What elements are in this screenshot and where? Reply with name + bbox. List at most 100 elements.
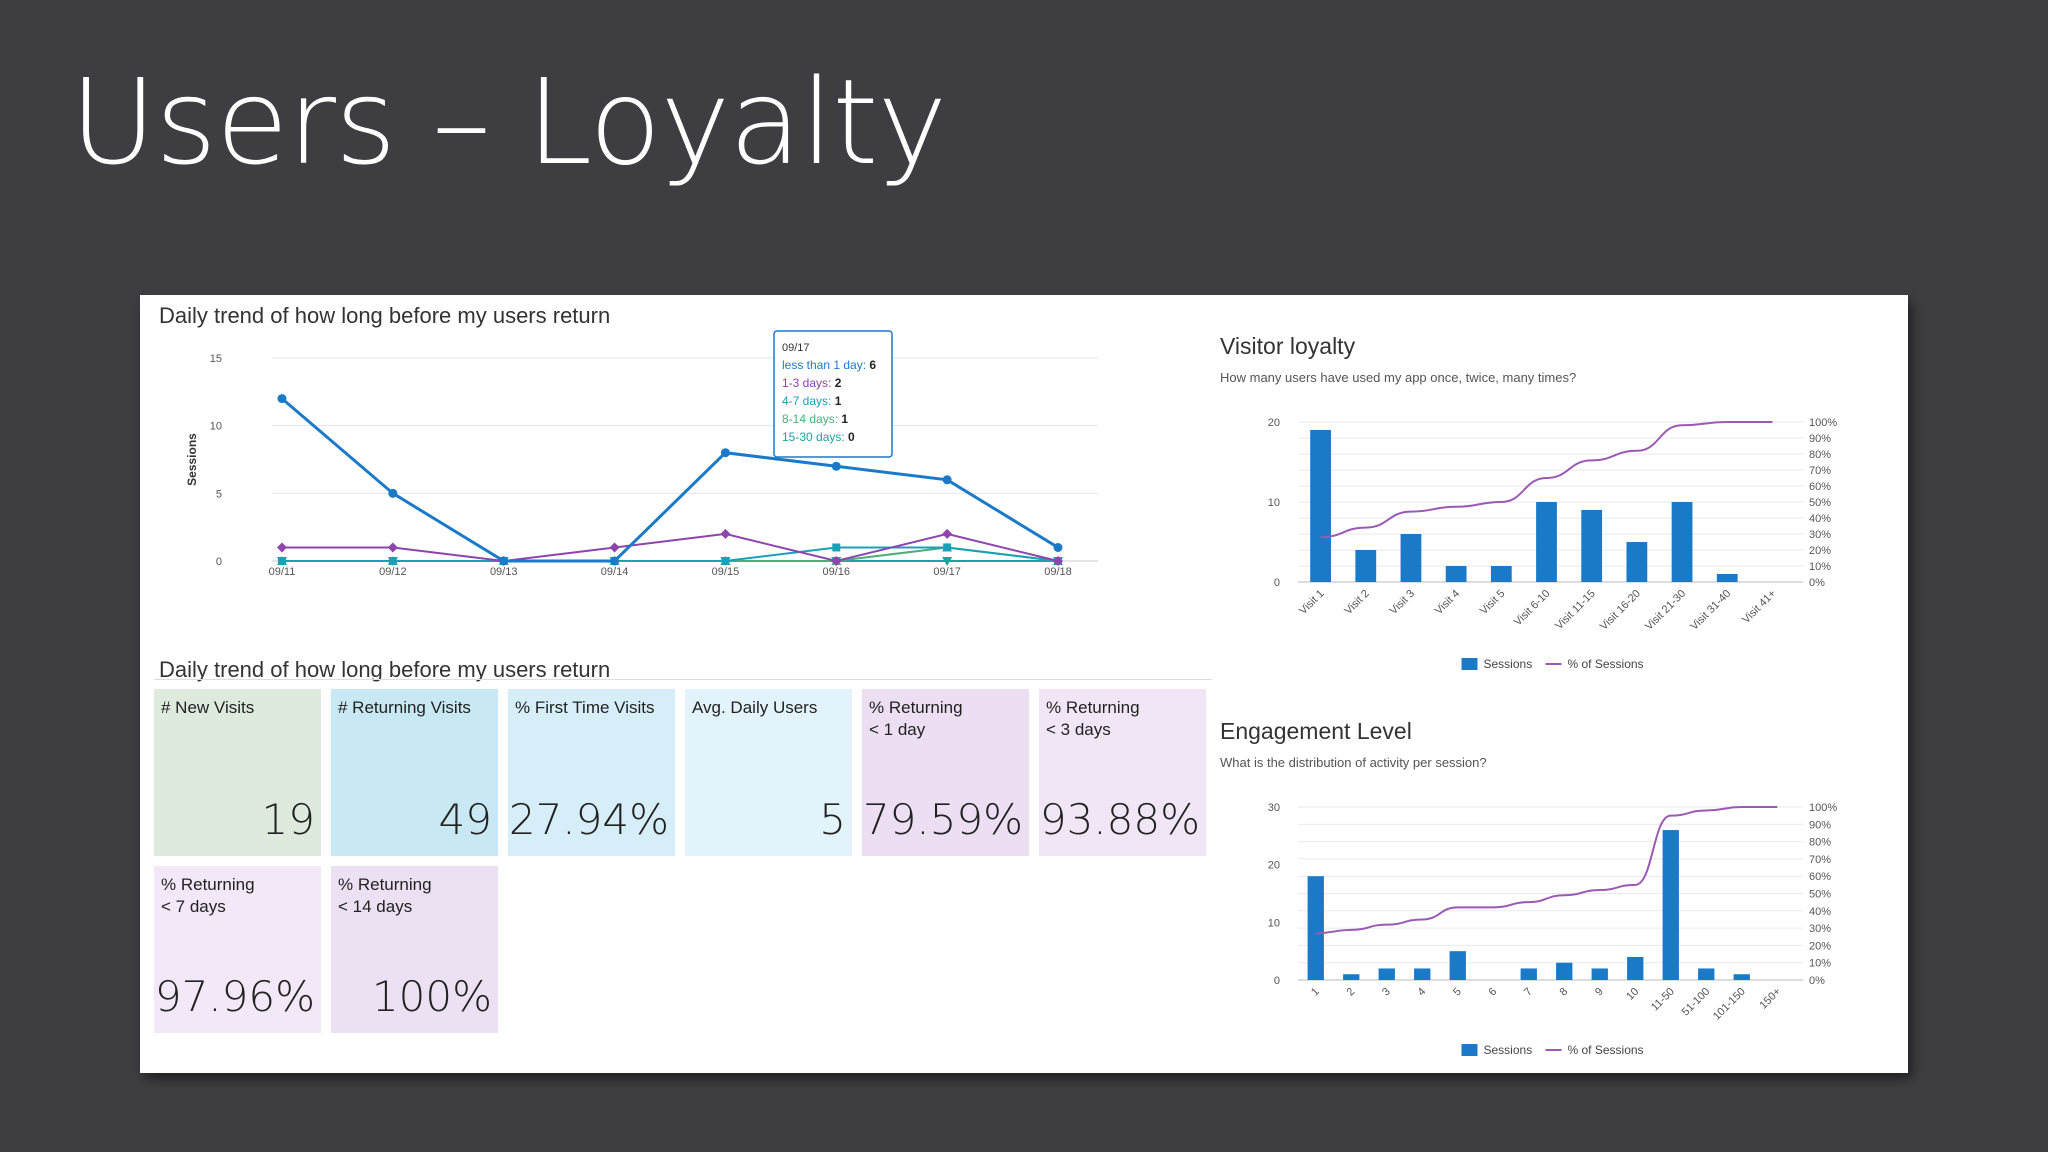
- engagement-bar: [1520, 968, 1537, 980]
- tooltip-row-label: 1-3 days:: [782, 376, 835, 390]
- tooltip-row-value: 1: [835, 394, 842, 408]
- loyalty-bar: [1536, 502, 1557, 582]
- trend-data-point: [388, 488, 398, 498]
- kpi-tile-value: 49: [438, 795, 492, 844]
- kpi-tile-value: 19: [261, 795, 315, 844]
- kpi-section-title: Daily trend of how long before my users …: [159, 657, 611, 682]
- loyalty-legend-label: % of Sessions: [1568, 657, 1644, 671]
- tooltip-row: 8-14 days: 1: [782, 412, 848, 426]
- kpi-tile-label: % Returning < 1 day: [869, 698, 963, 739]
- loyalty-bar: [1626, 542, 1648, 582]
- loyalty-x-tick: Visit 4: [1433, 588, 1463, 618]
- engagement-x-tick: 5: [1451, 986, 1464, 999]
- tooltip-row-value: 0: [848, 430, 855, 444]
- trend-y-tick: 0: [216, 556, 222, 568]
- trend-data-point: [720, 528, 731, 539]
- kpi-tile: # New Visits 19: [154, 689, 321, 856]
- trend-y-axis-label: Sessions: [185, 433, 199, 486]
- tooltip-row-label: less than 1 day:: [782, 358, 869, 372]
- kpi-tile-label: # New Visits: [161, 698, 255, 717]
- loyalty-y-tick: 20: [1268, 417, 1280, 429]
- loyalty-legend-label: Sessions: [1484, 657, 1533, 671]
- engagement-bar: [1627, 956, 1644, 980]
- trend-data-point: [831, 461, 841, 471]
- trend-tooltip: 09/17 less than 1 day: 6 1-3 days: 24-7 da…: [773, 330, 893, 458]
- engagement-x-tick: 10: [1624, 986, 1641, 1003]
- engagement-x-tick: 1: [1309, 986, 1322, 999]
- kpi-tile: Avg. Daily Users 5: [685, 689, 852, 856]
- loyalty-subtitle: How many users have used my app once, tw…: [1220, 370, 1577, 385]
- loyalty-x-tick: Visit 31-40: [1688, 588, 1733, 633]
- kpi-tile: % Returning < 14 days 100%: [331, 866, 498, 1033]
- engagement-legend-label: Sessions: [1484, 1043, 1533, 1057]
- tooltip-row-value: 2: [835, 376, 842, 390]
- trend-data-point: [721, 557, 730, 565]
- trend-x-tick: 09/13: [490, 566, 518, 578]
- trend-y-tick: 10: [210, 421, 222, 433]
- tooltip-date: 09/17: [782, 342, 810, 354]
- loyalty-x-tick: Visit 41+: [1740, 588, 1778, 626]
- tooltip-row-value: 6: [869, 358, 876, 372]
- loyalty-bar: [1355, 550, 1377, 582]
- loyalty-x-tick: Visit 6-10: [1512, 588, 1553, 629]
- engagement-subtitle: What is the distribution of activity per…: [1220, 755, 1487, 770]
- trend-x-tick: 09/14: [601, 566, 629, 578]
- trend-data-point: [831, 556, 842, 566]
- tooltip-row-label: 4-7 days:: [782, 394, 835, 408]
- loyalty-y2-tick: 30%: [1809, 529, 1831, 541]
- loyalty-x-tick: Visit 21-30: [1643, 588, 1688, 633]
- trend-x-tick: 09/18: [1044, 566, 1072, 578]
- loyalty-y2-tick: 70%: [1809, 465, 1831, 477]
- loyalty-bar: [1716, 574, 1738, 582]
- trend-x-tick: 09/11: [269, 566, 296, 578]
- loyalty-bar: [1671, 502, 1693, 582]
- loyalty-x-tick: Visit 11-15: [1553, 588, 1598, 633]
- loyalty-y2-tick: 20%: [1809, 545, 1831, 557]
- loyalty-y2-tick: 100%: [1809, 417, 1837, 429]
- trend-series-line: [282, 532, 1059, 563]
- kpi-tile: % First Time Visits 27.94%: [508, 689, 675, 856]
- dashboard-panel: Daily trend of how long before my users …: [140, 295, 1908, 1073]
- loyalty-y-tick: 10: [1268, 497, 1280, 509]
- engagement-bar: [1662, 830, 1679, 980]
- engagement-x-tick: 3: [1380, 986, 1393, 999]
- engagement-x-tick: 8: [1558, 986, 1571, 999]
- engagement-y2-tick: 30%: [1809, 923, 1831, 935]
- slide-title: Users – Loyalty: [70, 53, 947, 191]
- tooltip-row-label: 8-14 days:: [782, 412, 841, 426]
- engagement-title: Engagement Level: [1220, 718, 1412, 744]
- tooltip-row: 15-30 days: 0: [782, 430, 855, 444]
- engagement-bar: [1733, 974, 1750, 980]
- engagement-y2-tick: 40%: [1809, 906, 1831, 918]
- engagement-x-tick: 150+: [1757, 986, 1783, 1012]
- engagement-legend-label: % of Sessions: [1568, 1043, 1644, 1057]
- engagement-y2-tick: 0%: [1809, 975, 1825, 987]
- trend-data-point: [499, 556, 509, 566]
- trend-data-point: [277, 542, 287, 553]
- engagement-x-tick: 101-150: [1711, 986, 1748, 1023]
- loyalty-bar: [1400, 534, 1422, 582]
- trend-data-point: [943, 543, 952, 552]
- trend-x-tick: 09/17: [933, 566, 961, 578]
- trend-data-point: [277, 394, 287, 404]
- tooltip-row: less than 1 day: 6: [782, 358, 876, 372]
- loyalty-title: Visitor loyalty: [1220, 333, 1356, 359]
- kpi-tile: % Returning < 1 day 79.59%: [862, 689, 1029, 856]
- engagement-x-tick: 7: [1522, 986, 1535, 999]
- kpi-tile: % Returning < 3 days 93.88%: [1039, 689, 1206, 856]
- trend-y-tick: 5: [216, 488, 222, 500]
- tooltip-box: [773, 330, 893, 458]
- loyalty-y2-tick: 80%: [1809, 449, 1831, 461]
- engagement-x-tick: 2: [1345, 986, 1358, 999]
- engagement-legend-swatch: [1461, 1044, 1478, 1056]
- engagement-y2-tick: 90%: [1809, 819, 1831, 831]
- loyalty-x-tick: Visit 16-20: [1598, 588, 1643, 633]
- tooltip-row-value: 1: [841, 412, 848, 426]
- engagement-y-tick: 0: [1274, 975, 1280, 987]
- loyalty-y2-tick: 10%: [1809, 561, 1831, 573]
- trend-data-point: [610, 556, 620, 566]
- engagement-x-tick: 6: [1487, 986, 1500, 999]
- trend-data-point: [278, 557, 286, 565]
- kpi-tile-value: 100%: [371, 972, 492, 1021]
